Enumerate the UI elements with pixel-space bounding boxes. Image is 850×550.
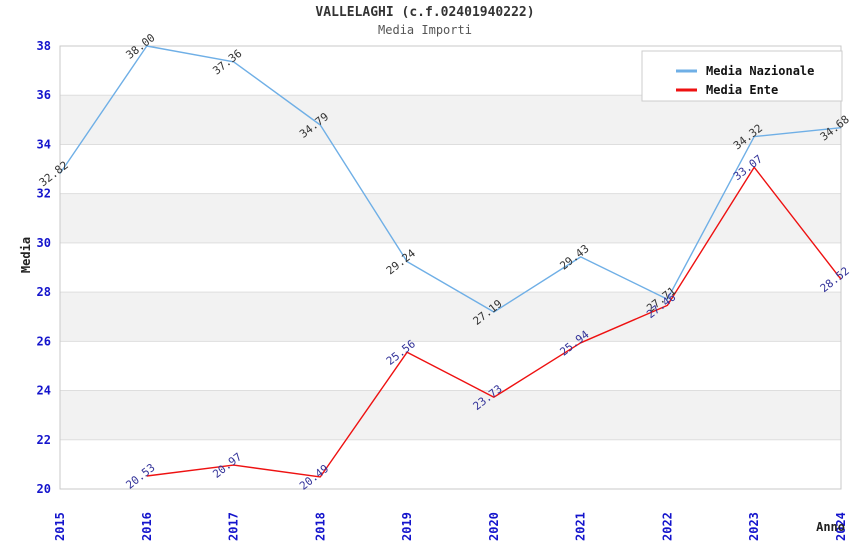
- x-tick-label: 2017: [227, 512, 241, 541]
- point-label: 20.53: [124, 461, 158, 492]
- series-line-media-nazionale: [59, 45, 842, 313]
- x-tick-label: 2020: [487, 512, 501, 541]
- y-tick-label: 20: [37, 482, 51, 496]
- y-axis-title: Media: [19, 237, 33, 273]
- legend-label-nazionale: Media Nazionale: [706, 64, 814, 78]
- point-label: 20.49: [297, 462, 331, 493]
- x-tick-label: 2021: [574, 512, 588, 541]
- chart-subtitle: Media Importi: [378, 23, 472, 37]
- legend-item-media-nazionale: Media Nazionale: [676, 64, 814, 78]
- x-tick-label: 2022: [660, 512, 674, 541]
- x-tick-label: 2015: [53, 512, 67, 541]
- y-tick-label: 24: [37, 384, 51, 398]
- legend-item-media-ente: Media Ente: [676, 83, 778, 97]
- legend: Media Nazionale Media Ente: [641, 50, 843, 102]
- plot-band: [60, 95, 841, 145]
- point-label: 29.43: [557, 242, 591, 273]
- plot-band: [60, 193, 841, 243]
- y-tick-label: 38: [37, 39, 51, 53]
- y-tick-label: 30: [37, 236, 51, 250]
- point-label: 37.36: [210, 47, 244, 78]
- x-tick-label: 2024: [834, 512, 848, 541]
- x-tick-label: 2023: [747, 512, 761, 541]
- y-tick-label: 34: [37, 137, 51, 151]
- y-tick-label: 28: [37, 285, 51, 299]
- plot-band: [60, 390, 841, 440]
- x-axis-title: Anno: [816, 520, 845, 534]
- x-tick-label: 2016: [140, 512, 154, 541]
- y-tick-label: 36: [37, 88, 51, 102]
- point-label: 33.07: [731, 152, 765, 183]
- series-line-media-ente: [146, 166, 842, 478]
- legend-label-ente: Media Ente: [706, 83, 778, 97]
- y-tick-label: 32: [37, 187, 51, 201]
- point-label: 32.82: [37, 159, 71, 190]
- plot-band: [60, 292, 841, 342]
- chart-title: VALLELAGHI (c.f.02401940222): [315, 5, 534, 20]
- plot-border: [59, 45, 842, 490]
- y-tick-label: 26: [37, 334, 51, 348]
- legend-box: [641, 50, 843, 102]
- y-tick-label: 22: [37, 433, 51, 447]
- x-tick-label: 2018: [313, 512, 327, 541]
- x-tick-label: 2019: [400, 512, 414, 541]
- point-label: 25.56: [384, 337, 418, 368]
